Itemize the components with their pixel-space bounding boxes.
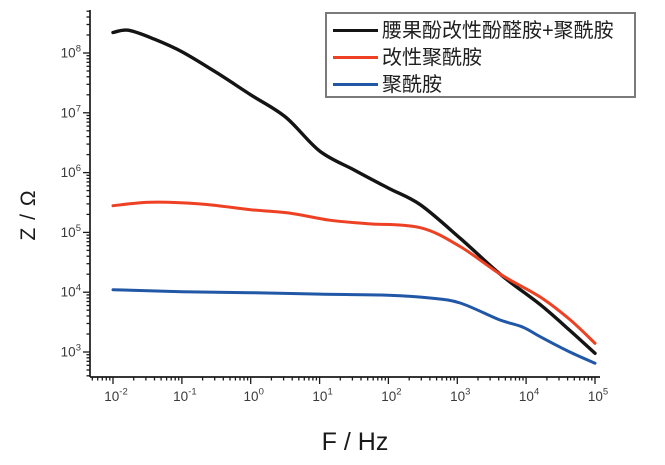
y-tick-label: 106 [61,163,81,180]
legend-item-modified-polyamide: 改性聚酰胺 [333,44,634,71]
x-tick-label: 105 [588,387,608,405]
x-tick-label: 100 [244,387,264,405]
x-axis-title: F / Hz [321,428,389,456]
legend-line-sample [333,56,378,59]
y-tick-label: 103 [61,343,81,360]
x-tick-label: 103 [450,387,470,405]
curve-modified-polyamide [111,200,597,345]
x-tick-label: 102 [381,387,401,405]
legend-label: 聚酰胺 [382,73,442,96]
y-tick-labels: 103 104 105 106 107 108 [61,44,81,360]
y-ticks [83,10,90,377]
x-tick-label: 10-1 [173,387,196,405]
y-tick-label: 105 [61,223,81,240]
y-tick-label: 107 [61,103,81,120]
legend: 腰果酚改性酚醛胺+聚酰胺 改性聚酰胺 聚酰胺 [325,12,636,98]
legend-item-cashew-phenol-modified-phenalkamine-plus-polyamide: 腰果酚改性酚醛胺+聚酰胺 [333,17,634,44]
y-tick-label: 104 [61,283,81,300]
x-tick-label: 104 [519,387,539,405]
legend-line-sample [333,83,378,86]
legend-label: 改性聚酰胺 [382,46,482,69]
legend-label: 腰果酚改性酚醛胺+聚酰胺 [382,19,614,42]
x-ticks [91,377,596,384]
y-tick-label: 108 [61,44,81,61]
x-tick-label: 101 [312,387,332,405]
curve-cashew-phenol-modified-phenalkamine-plus-polyamide [111,28,597,355]
curve-polyamide [111,288,597,365]
x-tick-label: 10-2 [104,387,127,405]
x-tick-labels: 10-2 10-1 100 101 102 103 104 105 [104,387,608,405]
legend-item-polyamide: 聚酰胺 [333,71,634,98]
y-axis-title: Z / Ω [17,189,40,241]
legend-line-sample [333,29,378,32]
